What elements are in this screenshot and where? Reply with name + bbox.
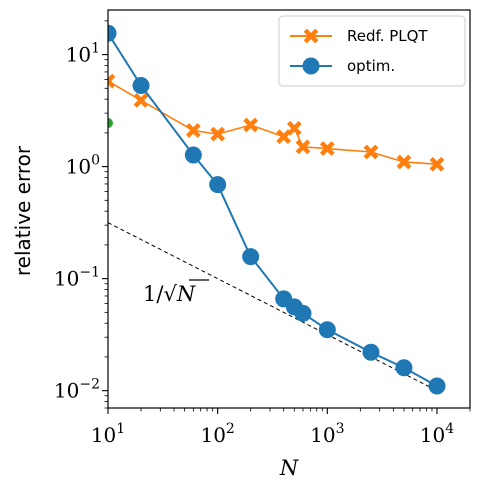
series-2 (108, 24, 446, 395)
series-1-point (133, 93, 149, 108)
x-tick-label: 104 (420, 421, 454, 447)
x-tick-label: 101 (91, 421, 125, 447)
y-tick-label: 10−2 (54, 377, 100, 403)
series-2-point (294, 304, 312, 322)
legend-entry: Redf. PLQT (290, 27, 428, 45)
series-1-point (363, 144, 379, 160)
series-1 (108, 73, 445, 172)
x-tick-label: 102 (200, 421, 234, 447)
legend-label: Redf. PLQT (347, 27, 428, 45)
legend-label: optim. (347, 57, 395, 75)
series-1-point (429, 156, 445, 172)
series-1-point (243, 117, 259, 133)
series-2-point (428, 377, 446, 395)
series-2-point (184, 146, 202, 164)
reference-label-group: 1/√N (143, 279, 209, 306)
x-axis-label: N (279, 456, 299, 480)
y-tick-label: 101 (66, 41, 100, 67)
plot-frame (107, 9, 471, 409)
series-1-point (210, 126, 226, 142)
legend-entry: optim. (290, 57, 395, 75)
y-tick-label: 10−1 (54, 265, 100, 291)
x-axis: 101 102 103 104 (91, 408, 471, 447)
series-2-point (362, 343, 380, 361)
legend-box (278, 15, 466, 87)
y-axis: 101 100 10−1 10−2 (54, 20, 108, 409)
reference-line-group (107, 222, 438, 392)
x-tick-label: 103 (310, 421, 344, 447)
y-tick-label: 100 (66, 153, 100, 179)
series-1-point (295, 139, 311, 155)
reference-line-label: 1/√N (143, 282, 196, 306)
legend-marker (302, 57, 320, 75)
series-2-point (395, 359, 413, 377)
legend-marker (303, 28, 319, 44)
series-group (108, 24, 446, 395)
series-1-point (276, 129, 292, 145)
series-2-point (209, 176, 227, 194)
series-2-point (318, 321, 336, 339)
series-1-point (319, 141, 335, 156)
series-1-point (286, 120, 302, 136)
series-2-point (132, 76, 150, 94)
edge-marker (108, 118, 113, 129)
series-1-point (396, 154, 412, 170)
series-1-point (108, 73, 116, 89)
y-axis-label: relative error (11, 145, 35, 276)
series-2-point (108, 24, 117, 42)
legend: Redf. PLQT optim. (278, 15, 466, 87)
series-1-point (185, 123, 201, 138)
reference-line (107, 222, 438, 392)
series-2-point (242, 248, 260, 266)
